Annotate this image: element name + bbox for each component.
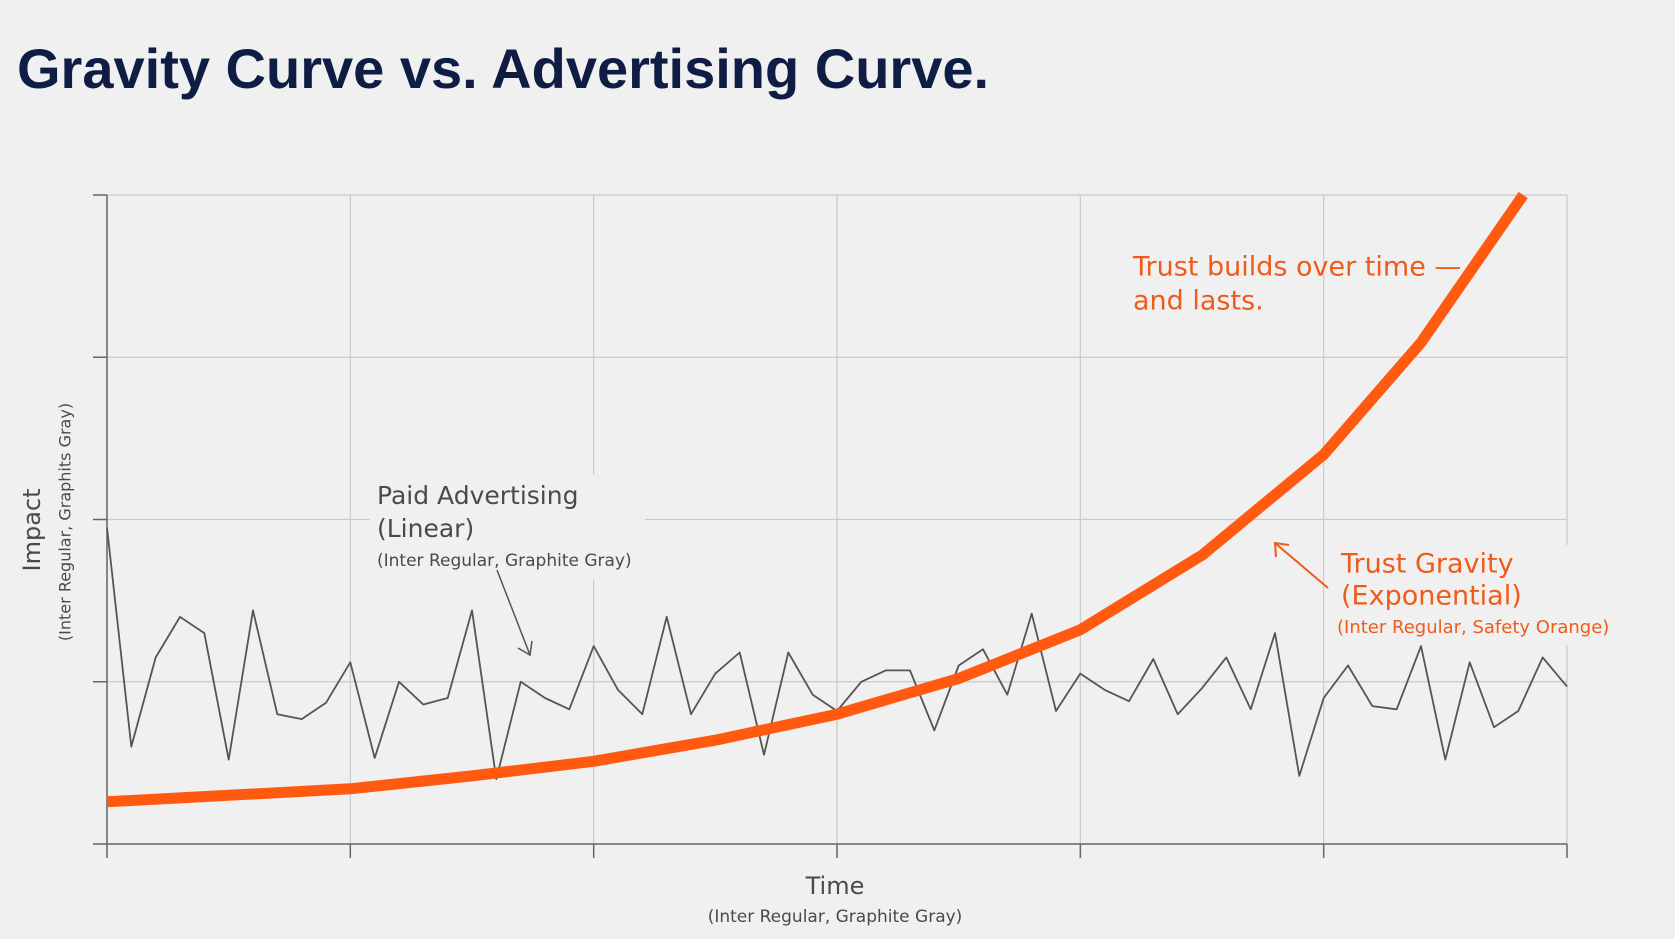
annotation-note: (Inter Regular, Graphite Gray) (377, 551, 632, 571)
x-axis-label: Time (805, 872, 865, 900)
annotation: (Exponential) (1341, 581, 1522, 612)
annotation-arrow (496, 569, 531, 656)
annotation: Trust Gravity (1340, 549, 1514, 580)
x-axis-note: (Inter Regular, Graphite Gray) (708, 907, 963, 927)
annotation-bg (370, 475, 645, 580)
annotation-arrow-head (1273, 541, 1290, 558)
annotation-bg (1330, 545, 1600, 645)
annotation-arrow-head (517, 640, 533, 657)
annotation: and lasts. (1133, 286, 1264, 317)
annotation-arrow (1274, 542, 1329, 589)
plot (106, 191, 1568, 808)
y-axis-label: Impact (18, 488, 46, 571)
series-line (106, 191, 1528, 808)
annotation: Paid Advertising (377, 481, 578, 510)
annotation: (Linear) (377, 514, 474, 543)
annotation: Trust builds over time — (1132, 252, 1461, 283)
chart-title: Gravity Curve vs. Advertising Curve. (17, 37, 989, 100)
y-axis-note: (Inter Regular, Graphits Gray) (56, 403, 75, 641)
annotation-note: (Inter Regular, Safety Orange) (1337, 617, 1609, 638)
grid (93, 194, 1568, 858)
